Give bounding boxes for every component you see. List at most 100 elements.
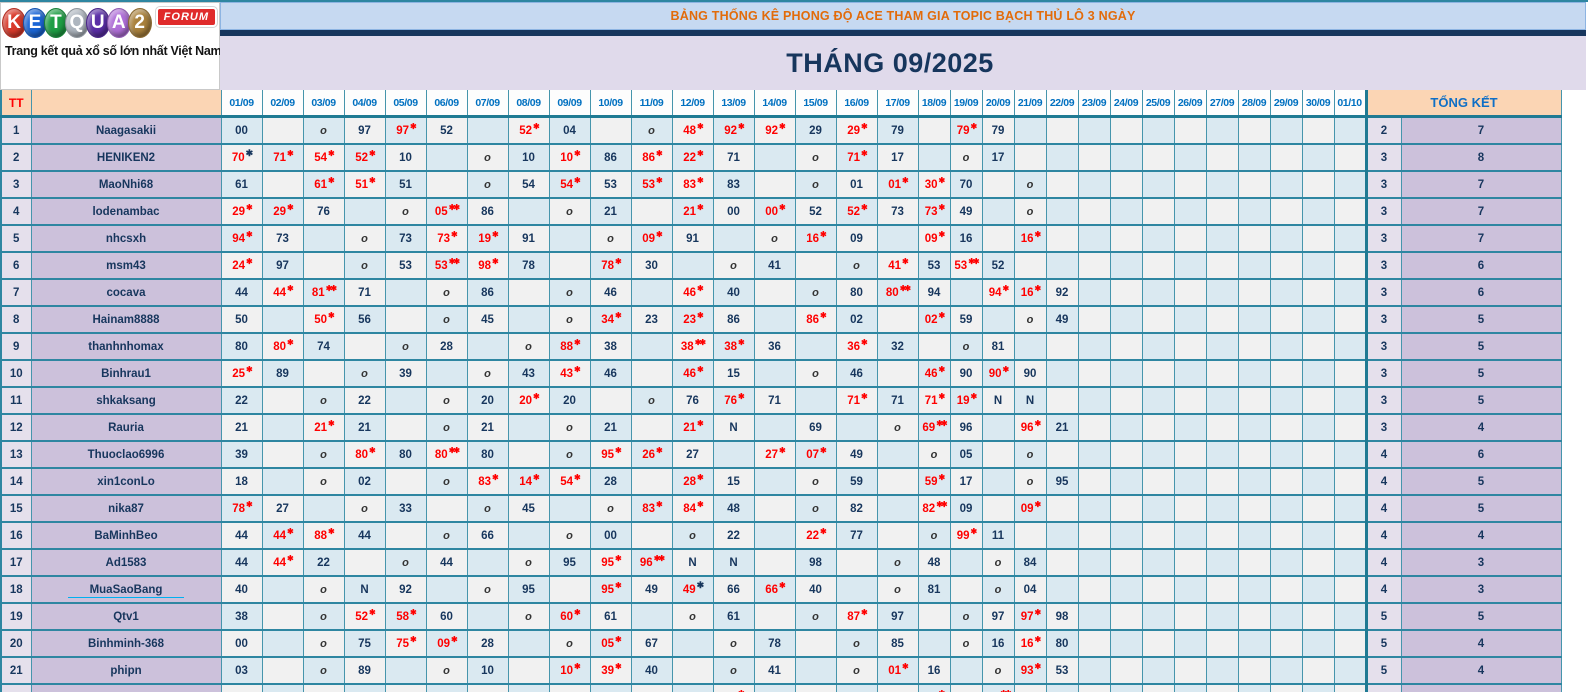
data-cell[interactable]: 41 [754,657,796,685]
player-name[interactable]: Ad1583 [31,549,222,577]
data-cell[interactable]: 01 [836,171,878,199]
data-cell[interactable]: o [549,684,591,692]
data-cell[interactable] [982,414,1015,442]
data-cell[interactable]: 53 [590,171,632,199]
data-cell[interactable]: o [549,198,591,226]
data-cell[interactable] [1302,657,1335,685]
data-cell[interactable] [1078,522,1111,550]
data-cell[interactable]: 78 [508,252,550,280]
data-cell[interactable]: o [836,630,878,658]
data-cell[interactable]: o [982,576,1015,604]
data-cell[interactable]: 95✱ [590,441,632,469]
data-cell[interactable]: 75✱ [385,630,427,658]
summary-col2-cell[interactable]: 5 [1401,333,1562,361]
data-cell[interactable]: 98 [1046,603,1079,631]
data-cell[interactable] [1238,116,1271,145]
data-cell[interactable]: 81 [918,576,951,604]
data-cell[interactable] [1078,252,1111,280]
data-cell[interactable] [631,684,673,692]
data-cell[interactable]: 33 [385,495,427,523]
data-cell[interactable] [1270,333,1303,361]
data-cell[interactable]: 81✱✱ [303,279,345,307]
data-cell[interactable] [1078,576,1111,604]
data-cell[interactable] [877,495,919,523]
data-cell[interactable]: 92✱ [754,116,796,145]
data-cell[interactable] [795,333,837,361]
data-cell[interactable]: 00 [590,522,632,550]
data-cell[interactable]: 20✱ [508,387,550,415]
summary-col1-cell[interactable]: 4 [1364,495,1402,523]
data-cell[interactable] [1270,360,1303,388]
data-cell[interactable]: 90 [1014,360,1047,388]
data-cell[interactable]: 21 [590,198,632,226]
data-cell[interactable]: o [303,468,345,496]
player-name[interactable]: msm43 [31,252,222,280]
data-cell[interactable]: 11 [982,522,1015,550]
data-cell[interactable]: 73 [262,225,304,253]
data-cell[interactable]: 88✱ [549,333,591,361]
data-cell[interactable]: 16 [918,657,951,685]
player-name[interactable]: cocava [31,279,222,307]
data-cell[interactable]: 73✱ [918,198,951,226]
data-cell[interactable]: o [508,603,550,631]
data-cell[interactable] [795,657,837,685]
data-cell[interactable] [1238,630,1271,658]
data-cell[interactable]: 53 [1046,657,1079,685]
data-cell[interactable] [1110,225,1143,253]
data-cell[interactable]: N [982,387,1015,415]
data-cell[interactable]: o [631,387,673,415]
data-cell[interactable]: o [754,225,796,253]
data-cell[interactable] [1110,144,1143,172]
data-cell[interactable]: 28 [467,630,509,658]
data-cell[interactable]: 71 [344,279,386,307]
summary-col2-cell[interactable]: 7 [1401,171,1562,199]
data-cell[interactable] [1174,441,1207,469]
data-cell[interactable] [754,468,796,496]
data-cell[interactable]: 83✱ [672,171,714,199]
summary-col1-cell[interactable]: 4 [1364,576,1402,604]
data-cell[interactable]: 71✱ [918,387,951,415]
data-cell[interactable]: o [467,495,509,523]
data-cell[interactable]: 40 [754,684,796,692]
data-cell[interactable]: 27 [262,495,304,523]
data-cell[interactable] [1014,684,1047,692]
data-cell[interactable] [754,144,796,172]
data-cell[interactable]: 40 [631,657,673,685]
data-cell[interactable] [1206,333,1239,361]
data-cell[interactable]: o [344,225,386,253]
data-cell[interactable]: 91 [508,225,550,253]
data-cell[interactable]: 39✱ [590,657,632,685]
data-cell[interactable]: 44 [344,522,386,550]
data-cell[interactable]: o [631,116,673,145]
data-cell[interactable] [508,684,550,692]
data-cell[interactable] [467,549,509,577]
data-cell[interactable]: 24✱ [221,252,263,280]
data-cell[interactable] [1206,441,1239,469]
data-cell[interactable] [1206,603,1239,631]
data-cell[interactable] [1046,144,1079,172]
data-cell[interactable]: 91 [672,225,714,253]
data-cell[interactable]: 94✱ [982,279,1015,307]
data-cell[interactable]: 76✱ [713,387,755,415]
data-cell[interactable]: 10 [385,144,427,172]
data-cell[interactable] [1206,171,1239,199]
data-cell[interactable]: 46✱ [918,360,951,388]
data-cell[interactable] [1270,441,1303,469]
data-cell[interactable]: 39 [385,360,427,388]
data-cell[interactable] [385,684,427,692]
data-cell[interactable] [1270,576,1303,604]
data-cell[interactable] [631,522,673,550]
summary-col2-cell[interactable]: 5 [1401,603,1562,631]
data-cell[interactable]: 44 [426,549,468,577]
data-cell[interactable] [426,495,468,523]
data-cell[interactable] [1110,630,1143,658]
data-cell[interactable]: 43 [508,360,550,388]
data-cell[interactable]: 94✱ [221,225,263,253]
data-cell[interactable] [1270,522,1303,550]
data-cell[interactable]: o [426,522,468,550]
data-cell[interactable]: 50✱ [303,306,345,334]
data-cell[interactable]: o [344,495,386,523]
data-cell[interactable] [508,414,550,442]
data-cell[interactable]: 00 [221,630,263,658]
data-cell[interactable] [1110,684,1143,692]
